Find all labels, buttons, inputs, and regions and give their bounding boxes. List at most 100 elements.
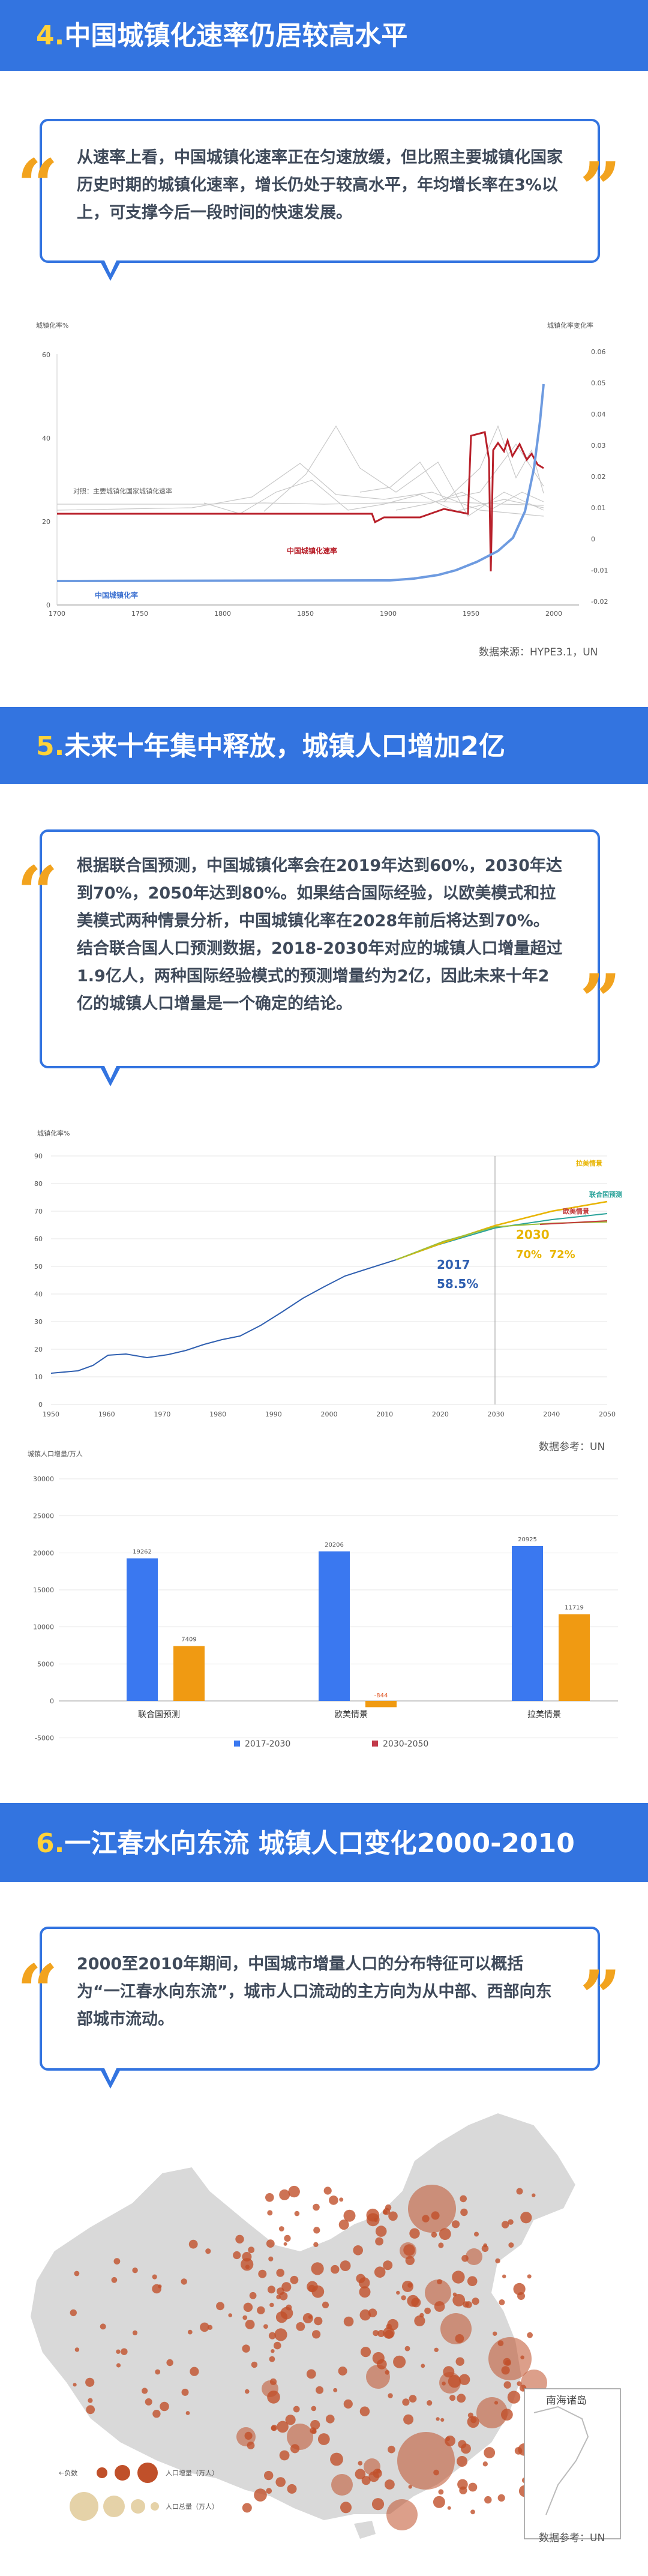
city-bubble-large — [440, 2313, 472, 2344]
hainan-island — [354, 2521, 376, 2539]
chart3-ytick: 10000 — [33, 1624, 54, 1631]
city-bubble — [312, 2330, 321, 2339]
city-bubble — [333, 2388, 338, 2392]
close-quote-icon: ” — [580, 146, 622, 231]
city-bubble — [388, 2393, 393, 2398]
city-bubble — [269, 2302, 274, 2308]
city-bubble — [86, 2405, 95, 2415]
city-bubble — [373, 2330, 379, 2337]
city-bubble — [458, 2374, 470, 2385]
city-bubble — [343, 2316, 354, 2327]
section4-number: 4. — [36, 20, 65, 51]
city-bubble — [382, 2209, 388, 2215]
inset-label: 南海诸岛 — [546, 2395, 587, 2407]
city-bubble — [313, 2227, 320, 2234]
city-bubble — [326, 2415, 335, 2424]
forecast-euus-red-line — [539, 1220, 608, 1225]
city-bubble — [287, 2484, 297, 2494]
city-bubble — [434, 2347, 439, 2352]
city-bubble — [190, 2367, 199, 2376]
chart2-urbanization-forecast: 城镇化率% 拉美情景 联合国预测 欧美情景 2017 58.5% 2030 70… — [34, 1129, 622, 1418]
city-bubble — [88, 2398, 93, 2403]
chart1-ytick-left: 60 — [42, 351, 50, 359]
city-bubble — [433, 2469, 439, 2476]
city-bubble — [322, 2301, 329, 2308]
bar-2017-2030-欧美情景 — [319, 1551, 350, 1701]
city-bubble — [482, 2461, 488, 2467]
section5-quote-text: 根据联合国预测，中国城镇化率会在2019年达到60%，2030年达到70%，20… — [77, 856, 563, 1013]
city-bubble-large — [331, 2474, 353, 2496]
city-bubble — [452, 2294, 466, 2307]
legend-total-small — [131, 2499, 145, 2514]
chart1-ytick-right: 0.01 — [591, 504, 606, 512]
city-bubble — [121, 2348, 128, 2355]
annotation-2030-year: 2030 — [516, 1227, 550, 1242]
city-bubble — [276, 2269, 285, 2277]
city-bubble — [497, 2494, 505, 2502]
city-bubble — [330, 2452, 343, 2466]
city-bubble — [288, 2185, 300, 2198]
city-bubble — [331, 2265, 340, 2274]
bar-value-label: 20925 — [518, 1536, 537, 1543]
city-bubble — [281, 2282, 292, 2292]
city-bubble — [501, 2366, 510, 2375]
chart2-ytick: 0 — [38, 1401, 43, 1409]
china-population-map: 南海诸岛 ←负数 人口增量（万人） 人口总量（万人） — [29, 2111, 621, 2539]
chart1-ytick-right: 0.04 — [591, 411, 606, 418]
city-bubble — [507, 2391, 521, 2404]
city-bubble-large — [425, 2280, 451, 2306]
legend-total-label: 人口总量（万人） — [166, 2502, 218, 2511]
city-bubble — [419, 2313, 424, 2318]
city-bubble — [166, 2359, 173, 2367]
city-bubble — [249, 2292, 257, 2299]
city-bubble — [284, 2234, 291, 2242]
city-bubble — [74, 2271, 80, 2277]
map-legend: ←负数 人口增量（万人） 人口总量（万人） — [59, 2463, 218, 2521]
city-bubble — [111, 2277, 118, 2283]
city-bubble — [501, 2221, 509, 2228]
city-bubble — [266, 2239, 275, 2248]
city-bubble — [216, 2302, 224, 2311]
city-bubble — [323, 2186, 332, 2195]
city-bubble — [436, 2417, 440, 2421]
city-bubble — [438, 2489, 444, 2495]
city-bubble — [145, 2398, 152, 2406]
city-bubble — [359, 2406, 370, 2416]
city-bubble — [385, 2479, 395, 2490]
city-bubble — [368, 2471, 379, 2482]
city-bubble — [452, 2271, 465, 2284]
city-bubble — [338, 2219, 349, 2230]
annotation-2030-values: 70% 72% — [516, 1248, 575, 1261]
legend-total-tiny — [151, 2502, 159, 2511]
chart2-ytick: 10 — [34, 1373, 43, 1381]
chart1-ylabel-right: 城镇化率变化率 — [547, 321, 593, 330]
forecast-un-line — [395, 1213, 608, 1260]
legend-swatch-2030-2050 — [372, 1741, 378, 1747]
city-bubble — [433, 2496, 445, 2508]
city-bubble — [431, 2231, 437, 2238]
city-bubble — [355, 2469, 366, 2479]
city-bubble — [269, 2378, 277, 2385]
chart2-xtick: 1990 — [265, 1410, 282, 1418]
city-bubble — [445, 2436, 455, 2446]
chart2-ytick: 50 — [34, 1263, 43, 1271]
chart2-ytick: 40 — [34, 1290, 43, 1298]
chart2-ytick: 30 — [34, 1318, 43, 1326]
open-quote-icon: “ — [17, 850, 59, 935]
bar-2017-2030-拉美情景 — [512, 1545, 543, 1701]
chart2-xtick: 2040 — [543, 1410, 560, 1418]
city-bubble — [358, 2461, 363, 2466]
city-bubble — [516, 2188, 523, 2195]
chart1-ytick-right: 0 — [591, 535, 595, 543]
city-bubble — [271, 2424, 278, 2431]
chart1-ytick-right: 0.03 — [591, 442, 606, 450]
city-bubble — [155, 2369, 161, 2375]
city-bubble — [460, 2195, 467, 2203]
city-bubble — [187, 2329, 193, 2335]
city-bubble — [283, 2242, 287, 2246]
bar-value-label: 11719 — [565, 1604, 584, 1611]
city-bubble — [269, 2356, 275, 2362]
city-bubble — [242, 2503, 252, 2513]
bubble-tail — [100, 258, 121, 281]
city-bubble — [451, 2220, 460, 2228]
